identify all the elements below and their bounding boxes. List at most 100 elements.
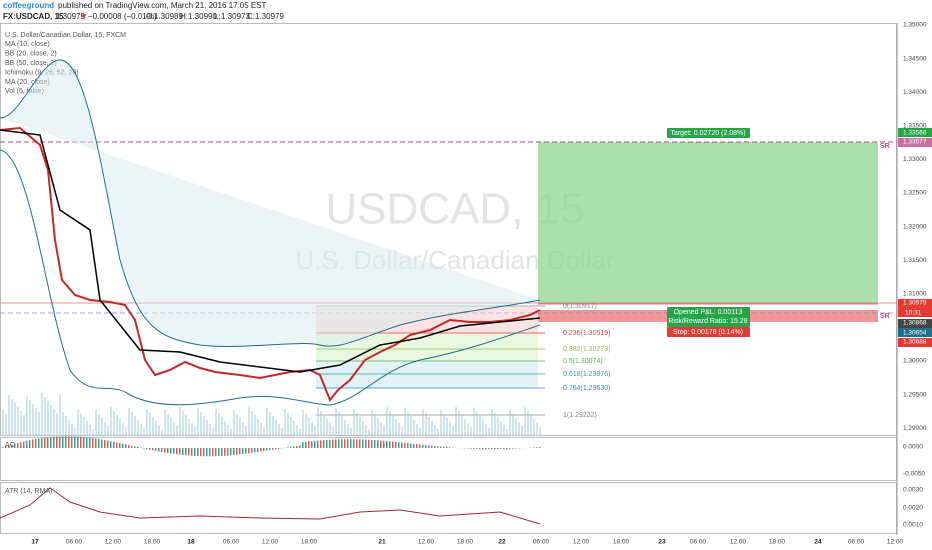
ao-bar [161, 448, 163, 452]
ao-bar [272, 448, 274, 450]
volume-bar [179, 407, 181, 435]
ao-bar [491, 448, 493, 450]
time-tick: 21 [378, 539, 386, 546]
ao-bar [290, 446, 292, 448]
volume-bar [389, 411, 391, 435]
volume-bar [374, 414, 376, 435]
volume-bar [341, 416, 343, 435]
price-tick: 1.29500 [903, 391, 927, 398]
volume-bar [233, 410, 235, 435]
time-tick: 06:00 [690, 539, 707, 546]
volume-bar [44, 397, 46, 435]
pnl-box [667, 307, 750, 327]
ao-bar [311, 441, 313, 448]
volume-bar [176, 426, 178, 435]
ao-bar [59, 436, 61, 448]
ao-bar [101, 439, 103, 448]
ao-bar [482, 448, 484, 450]
volume-bar [227, 425, 229, 435]
volume-bar [323, 415, 325, 435]
volume-bar [254, 415, 256, 435]
ao-bar [41, 438, 43, 448]
ao-bar [467, 448, 469, 449]
volume-bar [53, 409, 55, 435]
volume-bar [32, 404, 34, 435]
volume-bar [497, 417, 499, 435]
volume-bar [518, 422, 520, 435]
author[interactable]: coffeeground [3, 1, 54, 10]
time-tick: 18:00 [301, 539, 318, 546]
time-tick: 22 [498, 539, 506, 546]
ao-bar [152, 448, 154, 451]
ao-bar [38, 438, 40, 448]
ao-bar [308, 441, 310, 448]
time-tick: 06:00 [223, 539, 240, 546]
open: 1.30989 [154, 12, 183, 21]
volume-bar [125, 427, 127, 435]
volume-bar [164, 410, 166, 435]
ao-bar [29, 440, 31, 448]
time-axis: 17 06:00 12:00 18:00 18 06:00 12:00 18:00 21 12:0… [31, 539, 903, 546]
ao-bar [389, 441, 391, 448]
atr-title: ATR (14, RMA) [5, 488, 52, 495]
ao-bar [368, 439, 370, 448]
published: published on TradingView.com, March 21, … [58, 1, 267, 10]
price-tag: 1.30654 [903, 330, 927, 337]
ao-bar [182, 448, 184, 455]
ao-bar [287, 447, 289, 448]
volume-bar [23, 415, 25, 435]
volume-bar [236, 414, 238, 435]
ao-bar [158, 448, 160, 452]
ao-bar [305, 441, 307, 448]
ao-bar [104, 440, 106, 448]
ao-bar [218, 448, 220, 457]
legend-item: U.S. Dollar/Canadian Dollar, 15, FXCM [5, 32, 126, 39]
volume-bar [83, 417, 85, 435]
price-tag: 1.30688 [903, 339, 927, 346]
target-label: Target: 0.02720 (2.08%) [670, 130, 745, 137]
ao-bar [431, 445, 433, 448]
volume-bar [380, 422, 382, 435]
ao-tick: -0.0050 [903, 471, 925, 478]
countdown: 10:31 [905, 310, 922, 317]
volume-bar [530, 415, 532, 435]
tag-box [898, 128, 932, 137]
time-tick: 06:00 [848, 539, 865, 546]
ao-bar [332, 439, 334, 448]
ao-bar [98, 438, 100, 448]
price-axis: 1.35000 1.34500 1.34000 1.33500 1.33000 1.325… [903, 22, 927, 432]
ao-bar [203, 448, 205, 457]
ao-bar [359, 439, 361, 448]
ao-bar [341, 439, 343, 448]
volume-bar [95, 410, 97, 435]
volume-bar [194, 427, 196, 435]
ao-bar [329, 439, 331, 448]
pnl-label: Opened P&L: 0.00113 [674, 309, 743, 316]
volume-bar [59, 394, 61, 435]
ao-bar [110, 441, 112, 448]
volume-bar [206, 420, 208, 435]
ao-bar [95, 438, 97, 448]
ao-bar [338, 439, 340, 448]
volume-bar [269, 412, 271, 435]
volume-bar [443, 414, 445, 435]
volume-bar [425, 413, 427, 435]
ao-bar [26, 440, 28, 448]
volume-bar [20, 411, 22, 435]
ao-bar [347, 439, 349, 448]
legend-item: MA (20, close) [5, 79, 50, 86]
ao-bar [503, 448, 505, 449]
tag-box [898, 328, 932, 337]
atr-line [0, 487, 541, 525]
ao-bar [539, 447, 541, 448]
volume-bar [281, 428, 283, 435]
atr-tick: 0.0020 [903, 505, 923, 512]
ao-bar [428, 445, 430, 448]
volume-bar [230, 429, 232, 435]
ao-bar [56, 436, 58, 448]
volume-bar [2, 410, 4, 435]
ao-bar [122, 443, 124, 448]
legend-item: BB (20, close, 2) [5, 51, 57, 58]
ao-bar [131, 445, 133, 448]
